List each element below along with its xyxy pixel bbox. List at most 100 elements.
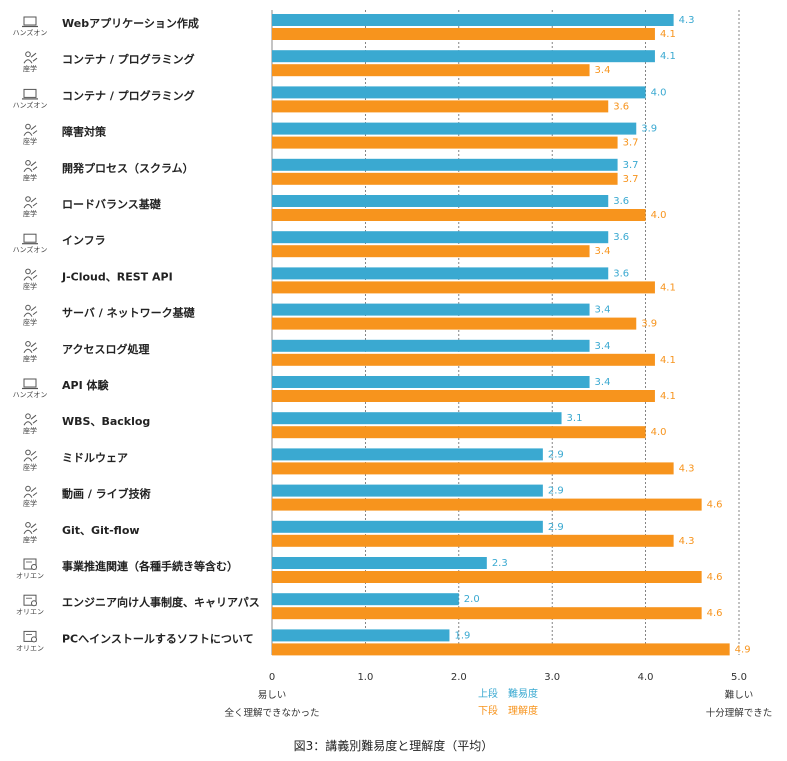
category-type-label: ハンズオン <box>13 390 48 399</box>
category-label: Webアプリケーション作成 <box>62 16 199 30</box>
bar-difficulty <box>272 339 590 352</box>
lecture-body <box>23 493 33 498</box>
legend-understanding: 下段 理解度 <box>478 704 538 717</box>
x-tick-label: 2.0 <box>451 672 467 683</box>
lecture-icon <box>25 341 31 347</box>
lecture-body <box>23 529 33 535</box>
orientation-person <box>31 636 37 643</box>
value-label-understanding: 3.4 <box>595 246 611 257</box>
lecture-icon <box>25 123 31 130</box>
value-label-understanding: 4.6 <box>707 500 723 511</box>
bar-difficulty <box>272 412 562 425</box>
category-type-label: 座学 <box>23 426 37 435</box>
value-label-difficulty: 3.6 <box>613 196 629 207</box>
bar-understanding <box>272 390 655 402</box>
value-label-difficulty: 3.1 <box>567 413 583 424</box>
category-type-label: 座学 <box>23 173 37 182</box>
value-label-difficulty: 3.7 <box>623 160 639 171</box>
bar-difficulty <box>272 484 543 497</box>
value-label-understanding: 4.9 <box>735 644 751 655</box>
value-label-understanding: 4.3 <box>679 536 695 547</box>
lecture-icon <box>25 304 31 311</box>
value-label-difficulty: 3.4 <box>595 341 611 352</box>
category-label: 動画 / ライブ技術 <box>62 487 151 501</box>
lecture-hand <box>30 270 38 279</box>
lecture-body <box>23 167 33 173</box>
value-label-understanding: 4.1 <box>660 282 676 293</box>
category-label: J-Cloud、REST API <box>61 270 173 283</box>
bar-understanding <box>272 100 609 113</box>
category-type-label: 座学 <box>23 137 37 146</box>
value-label-difficulty: 2.9 <box>548 522 564 533</box>
category-type-label: 座学 <box>23 535 37 544</box>
lecture-hand <box>30 52 38 62</box>
legend-difficulty: 上段 難易度 <box>478 687 538 700</box>
category-type-label: オリエン <box>16 608 44 616</box>
lecture-hand <box>30 451 38 460</box>
bar-understanding <box>272 498 702 511</box>
category-label: エンジニア向け人事制度、キャリアパス <box>62 595 260 609</box>
bar-understanding <box>272 317 637 330</box>
x-tick-label: 1.0 <box>357 672 373 683</box>
value-label-understanding: 4.0 <box>651 210 667 221</box>
bar-difficulty <box>272 158 618 171</box>
bar-difficulty <box>272 86 646 99</box>
laptop-icon <box>23 16 37 26</box>
category-type-label: 座学 <box>23 281 37 290</box>
category-type-label: 座学 <box>23 209 37 218</box>
category-label: サーバ / ネットワーク基礎 <box>62 306 196 320</box>
category-type-label: 座学 <box>23 499 37 508</box>
value-label-difficulty: 4.0 <box>651 87 667 98</box>
lecture-body <box>23 204 33 209</box>
orientation-icon <box>23 558 37 570</box>
value-label-understanding: 4.1 <box>660 355 676 366</box>
category-label: 事業推進関連（各種手続き等含む） <box>62 559 238 573</box>
bar-understanding <box>272 281 655 294</box>
category-type-label: ハンズオン <box>13 28 48 37</box>
value-label-difficulty: 2.3 <box>492 558 508 569</box>
lecture-icon <box>25 268 31 275</box>
bar-difficulty <box>272 593 459 606</box>
bar-understanding <box>272 64 590 77</box>
lecture-hand <box>30 487 38 496</box>
value-label-difficulty: 4.3 <box>679 15 695 26</box>
value-label-understanding: 3.7 <box>623 174 639 185</box>
bar-difficulty <box>272 122 637 135</box>
category-type-label: オリエン <box>16 644 44 652</box>
category-label: コンテナ / プログラミング <box>62 88 195 102</box>
value-label-difficulty: 1.9 <box>454 630 470 641</box>
orientation-icon <box>23 630 37 642</box>
category-type-label: ハンズオン <box>13 100 48 109</box>
bar-understanding <box>272 28 655 40</box>
lecture-icon <box>25 51 31 58</box>
bar-difficulty <box>272 448 543 461</box>
bar-difficulty <box>272 376 590 388</box>
bar-understanding <box>272 209 646 221</box>
value-label-understanding: 4.3 <box>679 463 695 474</box>
x-tick-label: 0 <box>269 672 275 683</box>
category-label: API 体験 <box>62 378 109 392</box>
bar-understanding <box>272 534 674 547</box>
lecture-hand <box>30 125 38 134</box>
value-label-understanding: 3.9 <box>641 319 657 330</box>
bar-difficulty <box>272 520 543 533</box>
x-right-annotation: 十分理解できた <box>706 707 773 719</box>
category-label: アクセスログ処理 <box>62 342 149 356</box>
lecture-body <box>23 59 33 64</box>
lecture-hand <box>30 414 38 424</box>
value-label-difficulty: 3.4 <box>595 305 611 316</box>
lecture-icon <box>25 522 31 528</box>
lecture-hand <box>30 342 38 352</box>
lecture-body <box>23 276 33 281</box>
lecture-hand <box>30 197 38 207</box>
lecture-hand <box>30 523 38 533</box>
category-label: WBS、Backlog <box>62 415 150 428</box>
lecture-icon <box>25 160 31 166</box>
x-left-annotation: 全く理解できなかった <box>224 707 319 719</box>
bar-difficulty <box>272 267 609 280</box>
bar-understanding <box>272 136 618 149</box>
lecture-body <box>23 131 33 136</box>
bar-difficulty <box>272 14 674 26</box>
value-label-understanding: 4.6 <box>707 608 723 619</box>
x-left-annotation: 易しい <box>258 690 287 701</box>
